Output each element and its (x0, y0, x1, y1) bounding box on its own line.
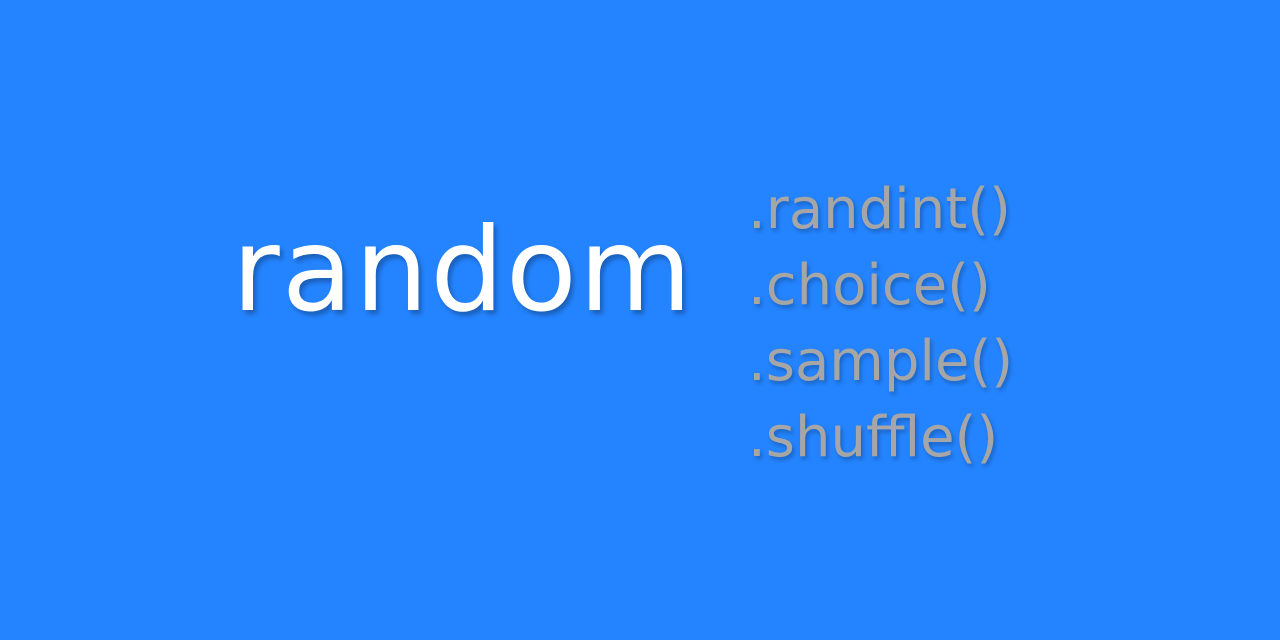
module-name-heading: random (232, 203, 694, 338)
method-choice: .choice() (748, 253, 991, 318)
method-sample: .sample() (748, 329, 1014, 394)
method-list: .randint() .choice() .sample() .shuffle(… (748, 172, 1013, 476)
method-shuffle: .shuffle() (748, 405, 999, 470)
method-randint: .randint() (748, 177, 1011, 242)
